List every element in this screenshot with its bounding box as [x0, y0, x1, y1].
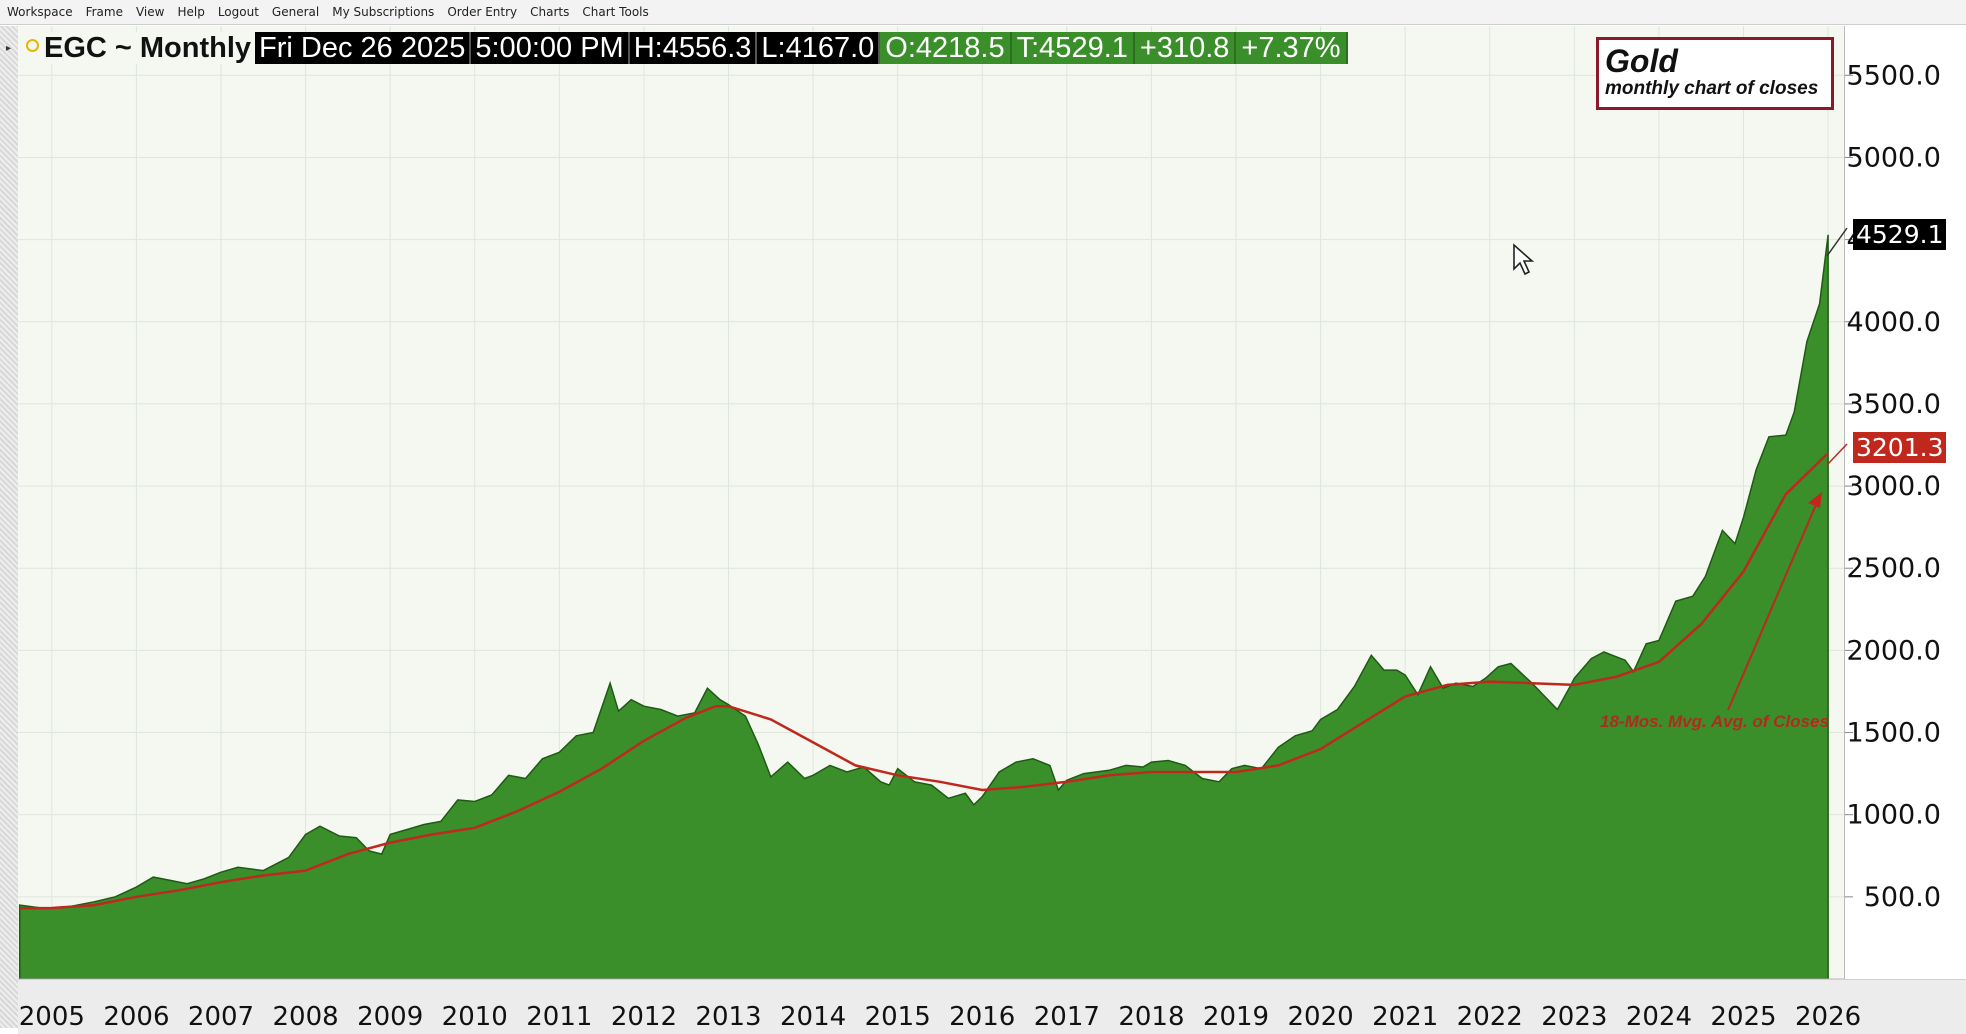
x-tick-label: 2005: [19, 1002, 85, 1032]
y-axis-band: [1845, 26, 1966, 979]
x-tick-label: 2020: [1287, 1002, 1353, 1032]
y-tick-label: 2000.0: [1847, 635, 1941, 666]
x-tick-label: 2015: [865, 1002, 931, 1032]
menu-item[interactable]: Workspace: [7, 5, 73, 19]
menu-bar: Workspace Frame View Help Logout General My Su…: [0, 0, 1966, 25]
y-tick-label: 2500.0: [1847, 553, 1941, 584]
menu-item[interactable]: Charts: [530, 5, 570, 19]
x-tick-label: 2019: [1203, 1002, 1269, 1032]
ma-price-leader: [1826, 443, 1848, 466]
annotation-arrowhead: [1808, 492, 1822, 508]
quote-date: Fri Dec 26 2025: [255, 32, 472, 64]
x-tick-label: 2017: [1034, 1002, 1100, 1032]
menu-item[interactable]: Logout: [217, 5, 259, 19]
ma-annotation: 18-Mos. Mvg. Avg. of Closes: [1600, 712, 1829, 731]
last-price-tag: 4529.1: [1853, 219, 1947, 250]
chart-title: Gold: [1605, 43, 1678, 79]
y-tick-label: 1500.0: [1847, 718, 1941, 749]
x-tick-label: 2016: [949, 1002, 1015, 1032]
menu-item[interactable]: Frame: [85, 5, 123, 19]
x-tick-label: 2013: [695, 1002, 761, 1032]
ma-price-tag: 3201.3: [1853, 432, 1947, 463]
quote-time: 5:00:00 PM: [471, 32, 630, 64]
x-tick-label: 2011: [526, 1002, 592, 1032]
y-tick-label: 5000.0: [1847, 142, 1941, 173]
y-tick-label: 1000.0: [1847, 800, 1941, 831]
x-tick-label: 2026: [1795, 1002, 1861, 1032]
quote-change: +310.8: [1134, 32, 1237, 64]
x-axis-ticks: 2005 2006 2007 2008 2009 2010 2011 2012 2013 2014…: [19, 1002, 1861, 1032]
x-tick-label: 2022: [1457, 1002, 1523, 1032]
y-tick-label: 500.0: [1864, 882, 1941, 913]
mouse-pointer-icon: [1513, 243, 1535, 276]
menu-item[interactable]: Help: [177, 5, 205, 19]
symbol-label: EGC ~ Monthly: [44, 31, 252, 64]
x-tick-label: 2025: [1710, 1002, 1776, 1032]
quote-change-pct: +7.37%: [1236, 32, 1348, 64]
menu-item[interactable]: General: [271, 5, 320, 19]
annotation-arrow: [1727, 499, 1819, 711]
x-tick-label: 2007: [188, 1002, 254, 1032]
x-tick-label: 2008: [272, 1002, 338, 1032]
x-tick-label: 2021: [1372, 1002, 1438, 1032]
x-tick-label: 2018: [1118, 1002, 1184, 1032]
menu-item[interactable]: Chart Tools: [582, 5, 649, 19]
x-tick-label: 2024: [1626, 1002, 1692, 1032]
last-price-leader: [1826, 227, 1848, 257]
y-tick-label: 5500.0: [1847, 60, 1941, 91]
quote-high: H:4556.3: [629, 32, 758, 64]
clock-icon: [26, 39, 39, 52]
quote-header: EGC ~ Monthly Fri Dec 26 2025 5:00:00 PM…: [24, 32, 1348, 64]
quote-open: O:4218.5: [880, 32, 1012, 64]
moving-average-line: [19, 452, 1829, 910]
y-axis-ticks: 500.0 1000.0 1500.0 2000.0 2500.0 3000.0 3500.…: [1845, 60, 1941, 913]
y-tick-label: 3000.0: [1847, 471, 1941, 502]
x-axis-band: [18, 979, 1966, 1034]
chart-title-box: Gold monthly chart of closes: [1596, 37, 1834, 110]
y-tick-label: 4000.0: [1847, 307, 1941, 338]
x-tick-label: 2006: [103, 1002, 169, 1032]
x-tick-label: 2009: [357, 1002, 423, 1032]
quote-low: L:4167.0: [757, 32, 881, 64]
symbol-box[interactable]: EGC ~ Monthly: [24, 31, 256, 64]
y-tick-label: 3500.0: [1847, 389, 1941, 420]
x-tick-label: 2012: [611, 1002, 677, 1032]
quote-last: T:4529.1: [1011, 32, 1135, 64]
chart-subtitle: monthly chart of closes: [1605, 78, 1819, 99]
x-tick-label: 2014: [780, 1002, 846, 1032]
menu-item[interactable]: Order Entry: [447, 5, 518, 19]
collapse-arrow-icon[interactable]: ▸: [6, 43, 12, 54]
menu-item[interactable]: My Subscriptions: [332, 5, 435, 19]
x-tick-label: 2010: [442, 1002, 508, 1032]
x-tick-label: 2023: [1541, 1002, 1607, 1032]
menu-item[interactable]: View: [135, 5, 165, 19]
